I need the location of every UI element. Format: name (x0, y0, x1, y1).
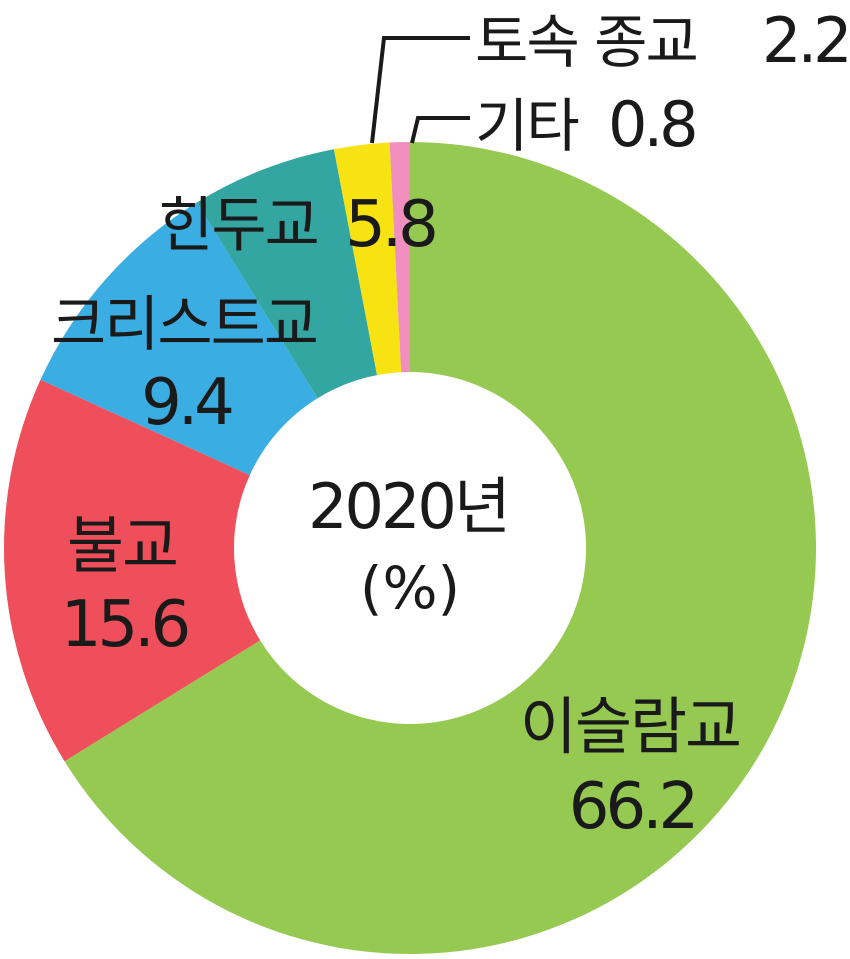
slice-christianity (40, 202, 318, 476)
slice-label-indigenous: 토속 종교 (475, 8, 697, 76)
leader-line-indigenous (370, 36, 470, 144)
slice-label-islam: 이슬람교 (520, 690, 740, 763)
slice-label-other: 기타 (475, 92, 578, 160)
center-unit-label: (%) (360, 554, 460, 622)
slice-indigenous (333, 142, 402, 376)
slice-other (389, 142, 410, 373)
donut-slices (4, 142, 816, 954)
leader-line-other (410, 116, 470, 144)
slice-hinduism (196, 149, 378, 399)
slice-label-christianity: 크리스트교 (51, 290, 317, 360)
slice-islam (64, 142, 816, 954)
slice-label-hinduism: 힌두교 (158, 191, 318, 261)
slice-value-indigenous: 2.2 (762, 4, 849, 77)
slice-label-buddhism: 불교 (67, 509, 177, 582)
slice-buddhism (4, 379, 261, 762)
slice-value-other: 0.8 (608, 88, 695, 161)
leader-lines (370, 36, 470, 144)
slice-value-christianity: 9.4 (141, 366, 232, 440)
slice-value-islam: 66.2 (569, 770, 696, 844)
slice-value-hinduism: 5.8 (345, 188, 435, 262)
slice-value-buddhism: 15.6 (61, 588, 188, 662)
center-year-label: 2020년 (308, 470, 508, 543)
